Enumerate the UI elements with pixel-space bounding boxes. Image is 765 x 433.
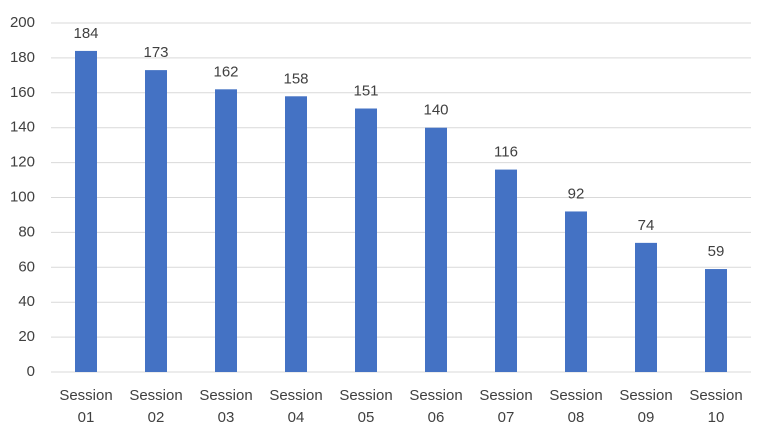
bar — [425, 127, 447, 372]
y-tick-label: 100 — [10, 188, 35, 205]
value-label: 140 — [423, 102, 448, 119]
y-tick-label: 20 — [18, 328, 35, 345]
value-label: 151 — [353, 82, 378, 99]
bar — [705, 269, 727, 372]
y-tick-label: 180 — [10, 49, 35, 66]
x-tick-label: Session 08 — [549, 387, 602, 426]
x-tick-label: Session 01 — [59, 387, 112, 426]
value-label: 184 — [73, 25, 98, 42]
y-tick-label: 120 — [10, 154, 35, 171]
bar — [355, 108, 377, 372]
x-tick-label: Session 04 — [269, 387, 322, 426]
value-label: 59 — [708, 243, 725, 260]
bar — [495, 169, 517, 372]
value-label: 92 — [568, 185, 585, 202]
y-tick-label: 60 — [18, 258, 35, 275]
y-tick-label: 0 — [27, 363, 35, 380]
value-label: 74 — [638, 217, 655, 234]
x-tick-label: Session 02 — [129, 387, 182, 426]
x-tick-label: Session 03 — [199, 387, 252, 426]
x-tick-label: Session 09 — [619, 387, 672, 426]
value-label: 116 — [494, 144, 518, 161]
value-label: 173 — [143, 44, 168, 61]
x-tick-label: Session 07 — [479, 387, 532, 426]
bar — [285, 96, 307, 372]
y-tick-label: 200 — [10, 14, 35, 31]
bar — [565, 211, 587, 372]
bar — [215, 89, 237, 372]
x-tick-label: Session 05 — [339, 387, 392, 426]
bar — [75, 50, 97, 373]
y-tick-label: 40 — [18, 293, 35, 310]
y-tick-label: 160 — [10, 84, 35, 101]
value-label: 158 — [283, 70, 308, 87]
value-label: 162 — [213, 63, 238, 80]
bar — [145, 70, 167, 373]
y-tick-label: 140 — [10, 119, 35, 136]
x-tick-label: Session 06 — [409, 387, 462, 426]
x-tick-label: Session 10 — [689, 387, 742, 426]
bar — [635, 242, 657, 372]
y-tick-label: 80 — [18, 223, 35, 240]
